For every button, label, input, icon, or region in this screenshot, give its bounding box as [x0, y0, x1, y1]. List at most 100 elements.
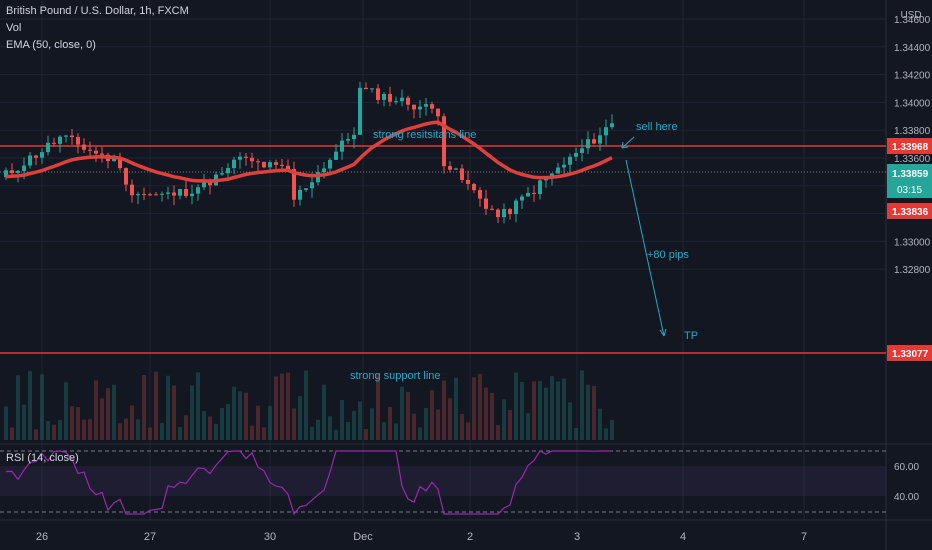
volume-bar: [154, 371, 158, 440]
candle-body: [496, 209, 500, 218]
volume-bar: [436, 409, 440, 440]
volume-bar: [574, 427, 578, 440]
volume-bar: [304, 370, 308, 440]
volume-bar: [418, 427, 422, 440]
candle-body: [178, 189, 182, 196]
candle-body: [142, 194, 146, 196]
volume-bar: [262, 427, 266, 440]
volume-bar: [226, 403, 230, 440]
candle-body: [556, 167, 560, 174]
volume-bar: [100, 398, 104, 440]
volume-bar: [88, 419, 92, 440]
candle-body: [340, 140, 344, 152]
current-price-tag: 1.33859: [892, 169, 929, 180]
volume-bar: [412, 413, 416, 440]
candle-body: [220, 173, 224, 175]
volume-bar: [388, 406, 392, 440]
candle-body: [610, 123, 614, 128]
volume-bar: [148, 427, 152, 440]
rsi-tick-label: 40.00: [894, 492, 919, 503]
support-price-tag-bg: [887, 345, 932, 361]
ema-legend[interactable]: EMA (50, close, 0): [6, 39, 96, 51]
candle-body: [604, 127, 608, 136]
rsi-series: [5, 450, 612, 516]
candle-body: [352, 134, 356, 140]
volume-bar: [106, 388, 110, 440]
candle-body: [388, 93, 392, 102]
currency-label[interactable]: USD: [900, 10, 922, 21]
symbol-legend[interactable]: British Pound / U.S. Dollar, 1h, FXCM: [6, 5, 189, 17]
price-tick-label: 1.34400: [894, 43, 931, 54]
volume-bar: [142, 375, 146, 440]
candle-body: [286, 165, 290, 170]
time-tick-label: 4: [680, 531, 686, 543]
volume-bar: [580, 370, 584, 440]
volume-bar: [598, 408, 602, 440]
volume-bar: [556, 381, 560, 440]
volume-bar: [256, 405, 260, 440]
candle-body: [508, 209, 512, 215]
volume-legend[interactable]: Vol: [6, 22, 22, 34]
candle-body: [76, 137, 80, 145]
candle-body: [472, 183, 476, 191]
volume-bar: [472, 377, 476, 440]
volume-bar: [424, 408, 428, 440]
candle-body: [418, 106, 422, 110]
candle-body: [40, 152, 44, 158]
level-lines: [0, 145, 886, 354]
volume-bar: [232, 386, 236, 440]
volume-bar: [604, 428, 608, 440]
volume-bar: [238, 391, 242, 440]
volume-bar: [586, 384, 590, 440]
volume-bar: [376, 374, 380, 440]
volume-bar: [394, 423, 398, 440]
price-tick-label: 1.33600: [894, 154, 931, 165]
volume-bar: [442, 380, 446, 440]
volume-bar: [298, 396, 302, 440]
rsi-pane: [0, 450, 886, 516]
candle-body: [250, 157, 254, 162]
volume-bar: [334, 429, 338, 440]
volume-bar: [28, 371, 32, 440]
candle-body: [232, 159, 236, 169]
volume-bar: [568, 402, 572, 440]
time-tick-label: 26: [36, 531, 48, 543]
time-tick-label: 2: [467, 531, 473, 543]
time-tick-label: Dec: [353, 531, 373, 543]
candle-body: [196, 187, 200, 194]
volume-bar: [34, 429, 38, 440]
target-arrow-head: [659, 328, 667, 337]
volume-bar: [496, 425, 500, 440]
volume-bar: [196, 372, 200, 440]
candle-body: [532, 192, 536, 194]
volume-bar: [346, 421, 350, 440]
candle-body: [88, 149, 92, 151]
volume-bar: [526, 413, 530, 440]
candle-body: [598, 135, 602, 144]
volume-bar: [514, 372, 518, 440]
volume-bar: [478, 374, 482, 440]
volume-bar: [130, 405, 134, 440]
volume-bars: [4, 370, 614, 440]
volume-bar: [250, 425, 254, 440]
target-arrow: [625, 159, 665, 337]
candle-body: [436, 108, 440, 117]
volume-bar: [184, 415, 188, 440]
candle-body: [118, 157, 122, 169]
volume-bar: [136, 419, 140, 440]
rsi-tick-label: 60.00: [894, 462, 919, 473]
volume-bar: [220, 408, 224, 440]
volume-bar: [340, 399, 344, 440]
pips-annotation: +80 pips: [647, 249, 689, 261]
candle-body: [382, 93, 386, 100]
countdown-tag: 03:15: [897, 185, 922, 196]
price-tick-label: 1.32800: [894, 265, 931, 276]
candle-body: [370, 88, 374, 90]
candle-body: [136, 194, 140, 196]
rsi-legend[interactable]: RSI (14, close): [6, 452, 79, 464]
candle-body: [448, 166, 452, 170]
resistance-annotation: strong resitsitans line: [373, 129, 476, 141]
current-price-tag-bg: [887, 164, 932, 198]
volume-bar: [22, 404, 26, 440]
